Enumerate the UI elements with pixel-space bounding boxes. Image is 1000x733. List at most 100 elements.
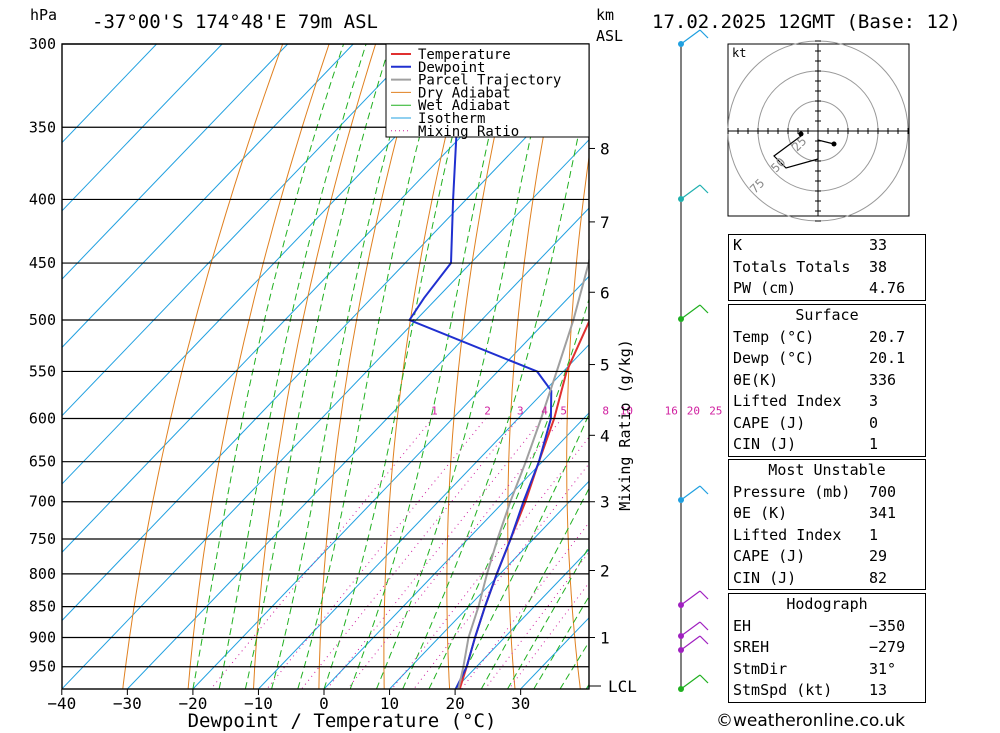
pressure-tick-label: 850 — [29, 598, 56, 616]
hodo-row: StmSpd (kt) 13 — [733, 681, 888, 699]
wind-barb-flag — [699, 674, 709, 684]
km-tick-label: 2 — [600, 561, 610, 580]
isotherm-line — [62, 44, 223, 212]
isotherm-line — [62, 44, 485, 485]
wet-adiabat-line — [402, 81, 589, 689]
x-tick-label: 20 — [445, 694, 464, 713]
pressure-tick-label: 350 — [29, 118, 56, 136]
mu-row: Lifted Index 1 — [733, 525, 879, 544]
isotherm-line — [323, 412, 589, 689]
x-tick-label: −30 — [113, 694, 142, 713]
mixing-ratio-label: 2 — [484, 404, 491, 417]
lcl-label: LCL — [608, 677, 637, 696]
x-tick-label: −20 — [178, 694, 207, 713]
hodograph-table: Hodograph EH −350 SREH −279 StmDir 31° StmS… — [728, 593, 926, 703]
wet-adiabat-line — [454, 412, 589, 689]
index-row: K 33 — [733, 236, 888, 254]
wet-adiabat-line — [428, 297, 589, 689]
mixing-ratio-line — [347, 418, 563, 689]
pressure-tick-label: 900 — [29, 629, 56, 647]
mixing-ratio-line — [461, 521, 589, 689]
km-tick-label: 6 — [600, 283, 610, 302]
wind-barb — [680, 184, 701, 200]
x-tick-label: −10 — [244, 694, 273, 713]
wet-adiabat-line — [297, 44, 445, 689]
mixing-ratio-label: 1 — [431, 404, 438, 417]
dry-adiabat-line — [187, 44, 330, 689]
mixing-ratio-label: 5 — [560, 404, 567, 417]
dry-adiabat-line — [446, 44, 516, 689]
hodograph-trace — [773, 135, 835, 169]
mixing-ratio-label: 25 — [709, 404, 722, 417]
pressure-tick-label: 600 — [29, 409, 56, 427]
most-unstable-title: Most Unstable — [768, 461, 886, 479]
indices-table: K 33 Totals Totals 38 PW (cm) 4.76 — [728, 234, 926, 301]
mixing-ratio-label: 10 — [620, 404, 633, 417]
isotherm-line — [192, 275, 589, 689]
mixing-ratio-label: 16 — [665, 404, 678, 417]
hodograph-point — [831, 141, 837, 147]
pressure-tick-label: 550 — [29, 362, 56, 380]
wet-adiabat-line — [218, 44, 367, 689]
dry-adiabat-line — [253, 44, 377, 689]
x-axis-title: Dewpoint / Temperature (°C) — [188, 710, 497, 732]
pressure-tick-label: 400 — [29, 190, 56, 208]
km-tick-label: 8 — [600, 139, 610, 158]
isotherm-line — [62, 70, 589, 622]
wet-adiabat-line — [271, 44, 417, 689]
plot-frame — [61, 43, 590, 690]
dry-adiabat-line — [933, 44, 1000, 689]
wind-barb-flag — [699, 590, 709, 600]
x-tick-label: 0 — [319, 694, 329, 713]
pressure-tick-label: 950 — [29, 658, 56, 676]
mixing-ratio-line — [266, 418, 487, 689]
mixing-ratio-line — [413, 462, 589, 689]
wind-barb-flag — [699, 635, 709, 645]
pressure-tick-label: 800 — [29, 565, 56, 583]
isotherm-line — [62, 44, 157, 144]
wind-barb — [680, 304, 701, 320]
surface-row: Dewp (°C) 20.1 — [733, 349, 906, 367]
wind-barb-flag — [699, 304, 709, 314]
surface-row: Lifted Index 3 — [733, 392, 879, 410]
mixing-ratio-label: 4 — [541, 404, 548, 417]
km-tick-label: 7 — [600, 213, 610, 232]
mu-row: θE (K) 341 — [733, 504, 897, 522]
wind-barb — [680, 635, 701, 651]
wind-barb-flag — [699, 621, 709, 631]
wet-adiabat-line — [323, 44, 476, 689]
copyright-link[interactable]: ©weatheronline.co.uk — [716, 711, 906, 731]
legend-label: Parcel Trajectory — [418, 73, 561, 89]
pressure-tick-label: 300 — [29, 35, 56, 53]
hpa-unit-label: hPa — [30, 6, 57, 24]
pressure-tick-label: 500 — [29, 311, 56, 329]
mixing-ratio-line — [391, 436, 589, 689]
legend-label: Dry Adiabat — [418, 85, 511, 101]
asl-unit-label: ASL — [596, 27, 623, 45]
legend-label: Isotherm — [418, 111, 485, 127]
most-unstable-table: Most Unstable Pressure (mb) 700 θE (K) 341… — [728, 459, 926, 590]
legend-label: Dewpoint — [418, 60, 485, 76]
hodograph-point — [798, 131, 804, 137]
isotherm-line — [389, 480, 589, 689]
x-tick-label: 10 — [380, 694, 399, 713]
isotherm-line — [454, 548, 589, 689]
surface-table: Surface Temp (°C) 20.7 Dewp (°C) 20.1 θE(K… — [728, 304, 926, 457]
wet-adiabat-line — [192, 44, 345, 689]
mixing-ratio-label: 20 — [687, 404, 700, 417]
isotherm-line — [62, 44, 289, 280]
wind-barb — [680, 29, 701, 45]
legend-box — [385, 43, 590, 138]
dry-adiabat-line — [122, 44, 284, 689]
isotherm-line — [62, 139, 589, 689]
surface-row: θE(K) 336 — [733, 370, 897, 389]
hodograph-title: Hodograph — [786, 595, 868, 613]
legend-label: Mixing Ratio — [418, 124, 519, 140]
wind-barb — [680, 590, 701, 606]
location-title: -37°00'S 174°48'E 79m ASL — [92, 11, 378, 33]
hodograph-unit-label: kt — [732, 46, 746, 60]
surface-row: CAPE (J) 0 — [733, 413, 879, 432]
dewpoint-line — [407, 44, 553, 689]
